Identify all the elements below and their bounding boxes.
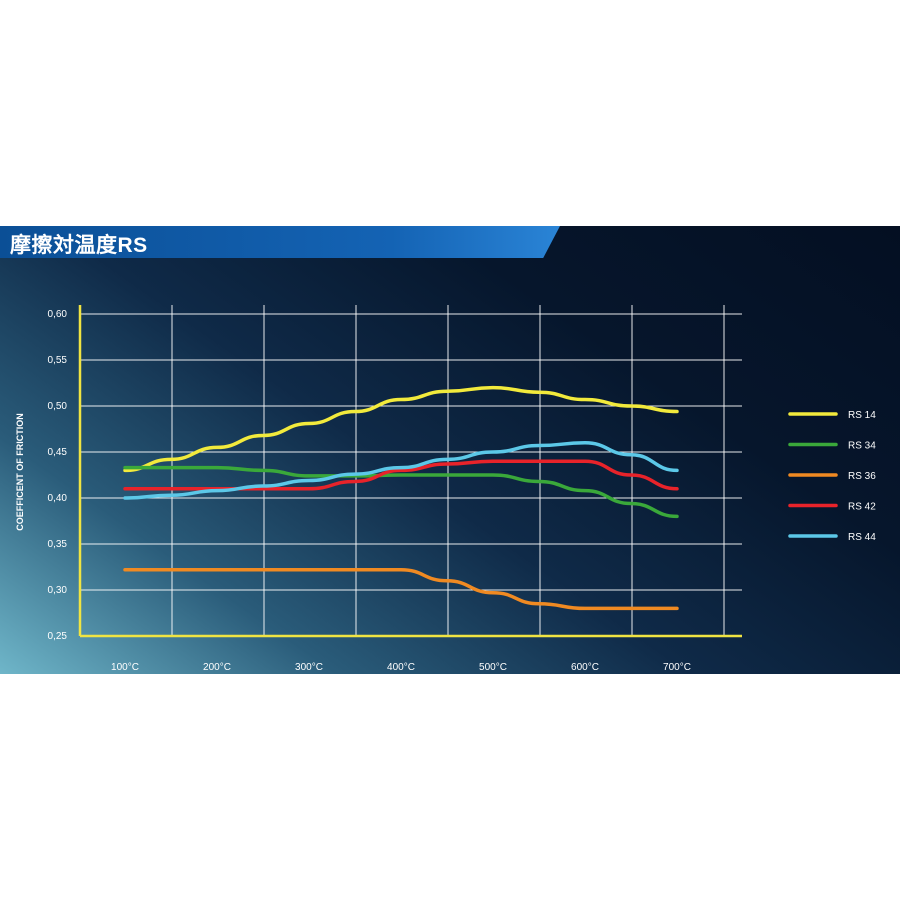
legend-label: RS 14: [848, 410, 876, 421]
y-tick-label: 0,35: [48, 539, 68, 550]
y-tick-label: 0,25: [48, 631, 68, 642]
y-axis-label: COEFFICENT OF FRICTION: [15, 413, 25, 531]
x-tick-label: 500°C: [479, 662, 507, 673]
legend-label: RS 34: [848, 441, 876, 452]
legend-label: RS 36: [848, 471, 876, 482]
legend-label: RS 42: [848, 502, 876, 513]
chart-title: 摩擦対温度RS: [10, 234, 148, 257]
series-line-rs-44: [123, 441, 679, 500]
series-line-rs-14: [123, 385, 679, 473]
y-axis-ticks: 0,60 0,55 0,50 0,45 0,40 0,35 0,30 0,25: [48, 309, 68, 642]
x-tick-label: 600°C: [571, 662, 599, 673]
x-tick-label: 400°C: [387, 662, 415, 673]
x-tick-label: 200°C: [203, 662, 231, 673]
title-banner: [0, 226, 560, 258]
x-tick-label: 700°C: [663, 662, 691, 673]
y-tick-label: 0,30: [48, 585, 68, 596]
y-tick-label: 0,50: [48, 401, 68, 412]
x-tick-label: 300°C: [295, 662, 323, 673]
legend: RS 14 RS 34 RS 36 RS 42 RS 44: [788, 410, 876, 543]
series-line-rs-36: [123, 568, 679, 611]
y-tick-label: 0,60: [48, 309, 68, 320]
y-tick-label: 0,45: [48, 447, 68, 458]
chart-panel: [0, 226, 900, 674]
y-tick-label: 0,55: [48, 355, 68, 366]
series-lines: [123, 385, 679, 611]
series-line-rs-34: [123, 465, 679, 519]
plot-frame: [78, 305, 742, 638]
legend-label: RS 44: [848, 532, 876, 543]
y-tick-label: 0,40: [48, 493, 68, 504]
x-axis-ticks: 100°C 200°C 300°C 400°C 500°C 600°C 700°C: [111, 662, 691, 673]
x-tick-label: 100°C: [111, 662, 139, 673]
